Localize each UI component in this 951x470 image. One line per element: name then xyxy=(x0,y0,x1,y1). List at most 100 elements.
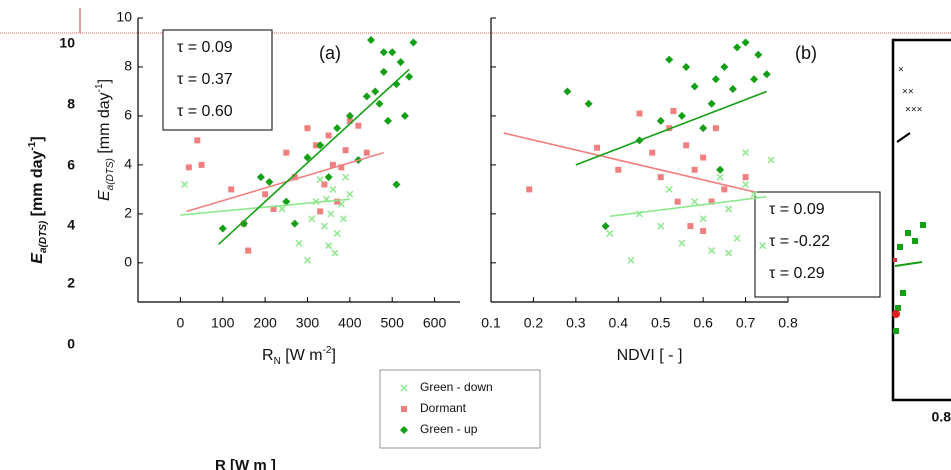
x-tick-label: 0.2 xyxy=(524,315,544,331)
point xyxy=(670,108,677,115)
y-tick-label: 2 xyxy=(124,205,132,221)
axis-label: Ea(DTS) [mm day-1] xyxy=(27,136,49,263)
tau-box xyxy=(754,191,881,298)
point xyxy=(690,82,699,91)
point xyxy=(707,99,716,108)
svg-text:××: ×× xyxy=(902,87,914,98)
point xyxy=(346,190,354,198)
point xyxy=(383,116,392,125)
point xyxy=(262,191,269,198)
point xyxy=(728,85,737,93)
point xyxy=(218,224,227,233)
y-tick-label: 8 xyxy=(124,58,132,74)
point xyxy=(741,38,750,47)
point xyxy=(345,111,354,120)
point xyxy=(526,186,533,193)
point xyxy=(674,198,681,205)
legend-label: Dormant xyxy=(420,401,467,415)
point xyxy=(265,178,274,187)
point xyxy=(367,36,376,45)
point xyxy=(759,242,767,250)
background-tick-label: 4 xyxy=(67,217,75,233)
background-tick-label: 6 xyxy=(67,157,75,173)
label-part: E xyxy=(29,252,46,264)
fit-line xyxy=(609,195,767,218)
point xyxy=(290,219,299,228)
point xyxy=(363,149,370,156)
point xyxy=(338,164,345,171)
tau-box xyxy=(162,29,273,131)
legend-marker xyxy=(400,384,408,392)
point xyxy=(606,229,614,237)
label-part: -1 xyxy=(27,141,38,150)
y-tick-label: 0 xyxy=(124,254,132,270)
point xyxy=(333,229,341,237)
label-part: NDVI [ - ] xyxy=(617,347,683,364)
point xyxy=(362,92,371,101)
point xyxy=(762,70,771,79)
point xyxy=(683,142,690,149)
point xyxy=(388,48,397,57)
x-tick-label: 200 xyxy=(253,315,277,331)
point xyxy=(327,210,335,218)
point xyxy=(708,198,715,205)
point xyxy=(615,166,622,173)
point xyxy=(312,142,319,149)
point xyxy=(656,116,665,125)
y-tick-label: 6 xyxy=(124,107,132,123)
label-part: ] xyxy=(332,347,336,364)
label-part: ] xyxy=(96,79,113,83)
point xyxy=(185,164,192,171)
background-tick-label: 10 xyxy=(59,35,75,51)
point xyxy=(657,174,664,181)
point xyxy=(700,228,707,234)
x-tick-label: 0.5 xyxy=(651,315,671,331)
point xyxy=(379,67,388,76)
tau-label: τ = 0.29 xyxy=(769,265,825,282)
point xyxy=(194,137,201,144)
label-part: [W m xyxy=(281,347,323,364)
y-tick-label: 10 xyxy=(116,9,132,25)
right-panel-points: ××× ××× xyxy=(892,65,926,334)
panel-label: (a) xyxy=(319,43,341,63)
point xyxy=(677,111,686,120)
point xyxy=(742,149,750,157)
tau-label: τ = -0.22 xyxy=(769,233,830,250)
point xyxy=(678,239,686,247)
point xyxy=(331,249,339,257)
point xyxy=(725,249,733,257)
axis-label: RN [W m-2] xyxy=(262,345,336,367)
point xyxy=(342,173,350,181)
x-tick-label: 600 xyxy=(423,315,447,331)
point xyxy=(325,132,332,139)
axis-label: Ea(DTS) [mm day-1] xyxy=(94,79,116,201)
tau-label: τ = 0.60 xyxy=(177,103,233,120)
axis-label: NDVI [ - ] xyxy=(617,347,683,364)
point xyxy=(720,62,729,71)
point xyxy=(699,215,707,223)
point xyxy=(329,185,337,193)
point xyxy=(239,219,248,228)
point xyxy=(283,149,290,156)
point xyxy=(375,99,384,108)
point xyxy=(270,205,277,212)
x-tick-label: 500 xyxy=(381,315,405,331)
svg-text:×××: ××× xyxy=(905,105,923,116)
tau-label: τ = 0.09 xyxy=(769,201,825,218)
y-tick-label: 4 xyxy=(124,156,132,172)
point xyxy=(295,239,303,247)
point xyxy=(711,75,720,84)
point xyxy=(725,205,733,213)
x-tick-label: 100 xyxy=(211,315,235,331)
point xyxy=(754,50,763,59)
point xyxy=(396,58,405,67)
background-tick-label: 0.8 xyxy=(932,409,951,425)
background-label: R [W m ] xyxy=(215,457,276,470)
x-tick-label: 0.6 xyxy=(693,315,713,331)
label-part: -2 xyxy=(323,345,332,356)
point xyxy=(321,181,328,188)
fit-line xyxy=(180,198,350,216)
label-part: a(DTS) xyxy=(38,220,49,253)
point xyxy=(691,198,699,206)
